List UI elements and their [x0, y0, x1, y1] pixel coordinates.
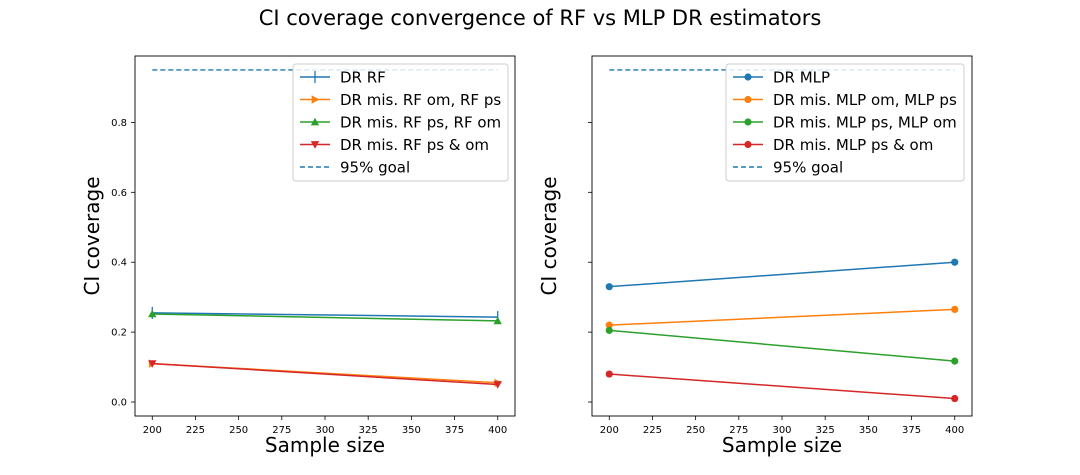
panel-2-series-2-point — [605, 321, 613, 329]
panel-2-series-2-point — [951, 305, 959, 313]
panel-1-legend-box — [292, 63, 509, 182]
panel-1-series-3-line — [152, 313, 498, 322]
panel-2-legend-marker — [744, 140, 752, 149]
panel-1-xtick-label: 200 — [143, 425, 162, 436]
panel-2-xlabel: Sample size — [722, 433, 842, 457]
panel-2-legend-box — [725, 63, 965, 182]
panel-2-legend-label: DR mis. MLP om, MLP ps — [773, 91, 957, 109]
panel-1-series-1-line — [152, 312, 498, 318]
panel-1-series-4-point — [148, 360, 157, 368]
panel-2-legend-marker — [744, 95, 752, 104]
figure-title: CI coverage convergence of RF vs MLP DR … — [259, 6, 822, 30]
panel-1-xtick-label: 375 — [445, 425, 464, 436]
panel-1-legend-label: DR mis. RF om, RF ps — [340, 91, 501, 109]
panel-1-legend: DR RF DR mis. RF om, RF ps DR mis. RF ps, … — [292, 63, 509, 182]
panel-2-legend-marker — [744, 118, 752, 126]
panel-1-series-3-point — [148, 309, 157, 318]
panel-2-legend-label: DR MLP — [773, 69, 830, 87]
panel-2-xtick-label: 400 — [945, 425, 964, 436]
panel-1-legend-label: DR mis. RF ps, RF om — [340, 114, 501, 132]
panel-2-legend-label: DR mis. MLP ps, MLP om — [773, 114, 957, 132]
panel-1-series-3-point — [493, 316, 502, 325]
panel-2-series-4-line — [609, 373, 955, 400]
panel-2-xtick-label: 300 — [772, 425, 791, 436]
panel-1-xtick-label: 325 — [359, 425, 378, 436]
panel-1-series-4-point — [493, 381, 502, 389]
panel-2-xtick-label: 250 — [686, 425, 705, 436]
panel-1-legend-label: DR RF — [340, 69, 386, 87]
panel-2-xtick-label: 350 — [859, 425, 878, 436]
panel-1-series-4-line — [152, 362, 498, 386]
panel-2-legend-label: 95% goal — [773, 159, 843, 177]
panel-2-ylabel: CI coverage — [537, 176, 561, 295]
panel-1-ytick-label: 0.0 — [111, 398, 127, 409]
panel-1-legend-label: DR mis. RF ps & om — [340, 136, 489, 154]
panel-2-legend-label: DR mis. MLP ps & om — [773, 136, 933, 154]
panel-1-ytick-label: 0.2 — [111, 328, 127, 339]
panel-1-ytick-label: 0.6 — [111, 188, 127, 199]
panel-1-legend-marker — [311, 95, 320, 104]
panel-2-series-4-point — [951, 394, 959, 403]
panel-2: 200 225 250 275 300 325 350 375 400 Sample size CI… — [537, 55, 973, 457]
panel-1-ylabel: CI coverage — [80, 176, 104, 295]
panel-2-series-3-point — [605, 326, 613, 334]
panel-1-xtick-label: 275 — [272, 425, 291, 436]
panel-2-xtick-label: 225 — [643, 425, 662, 436]
panel-2-series-3-point — [951, 357, 959, 365]
panel-2-series-1-point — [951, 258, 959, 266]
panel-1-xtick-label: 400 — [488, 425, 507, 436]
panel-1-legend-marker — [310, 117, 320, 126]
panel-1-xtick-label: 350 — [402, 425, 421, 436]
panel-1-legend-marker — [310, 141, 320, 149]
panel-2-series-1-point — [605, 283, 613, 291]
panel-2-series-2-line — [609, 308, 955, 326]
panel-2-xtick-label: 275 — [729, 425, 748, 436]
panel-1-ytick-label: 0.4 — [111, 258, 127, 269]
panel-1-ytick-label: 0.8 — [111, 118, 127, 129]
panel-1: 200 225 250 275 300 325 350 375 400 0.0 0.2 0.4 0.6 0… — [80, 55, 516, 457]
panel-1-xlabel: Sample size — [265, 433, 385, 457]
panel-2-xtick-label: 325 — [816, 425, 835, 436]
panel-2-xtick-label: 200 — [600, 425, 619, 436]
panel-1-xtick-label: 225 — [186, 425, 205, 436]
panel-2-legend: DR MLP DR mis. MLP om, MLP ps DR mis. MLP … — [725, 63, 965, 182]
panel-2-xtick-label: 375 — [902, 425, 921, 436]
panel-2-legend-marker — [744, 73, 752, 81]
panel-2-series-3-line — [609, 329, 955, 362]
panel-2-series-1-line — [609, 261, 955, 288]
panel-2-series-4-point — [605, 370, 613, 378]
panel-1-xtick-label: 250 — [229, 425, 248, 436]
panel-1-xtick-label: 300 — [315, 425, 334, 436]
panel-1-legend-label: 95% goal — [340, 159, 410, 177]
